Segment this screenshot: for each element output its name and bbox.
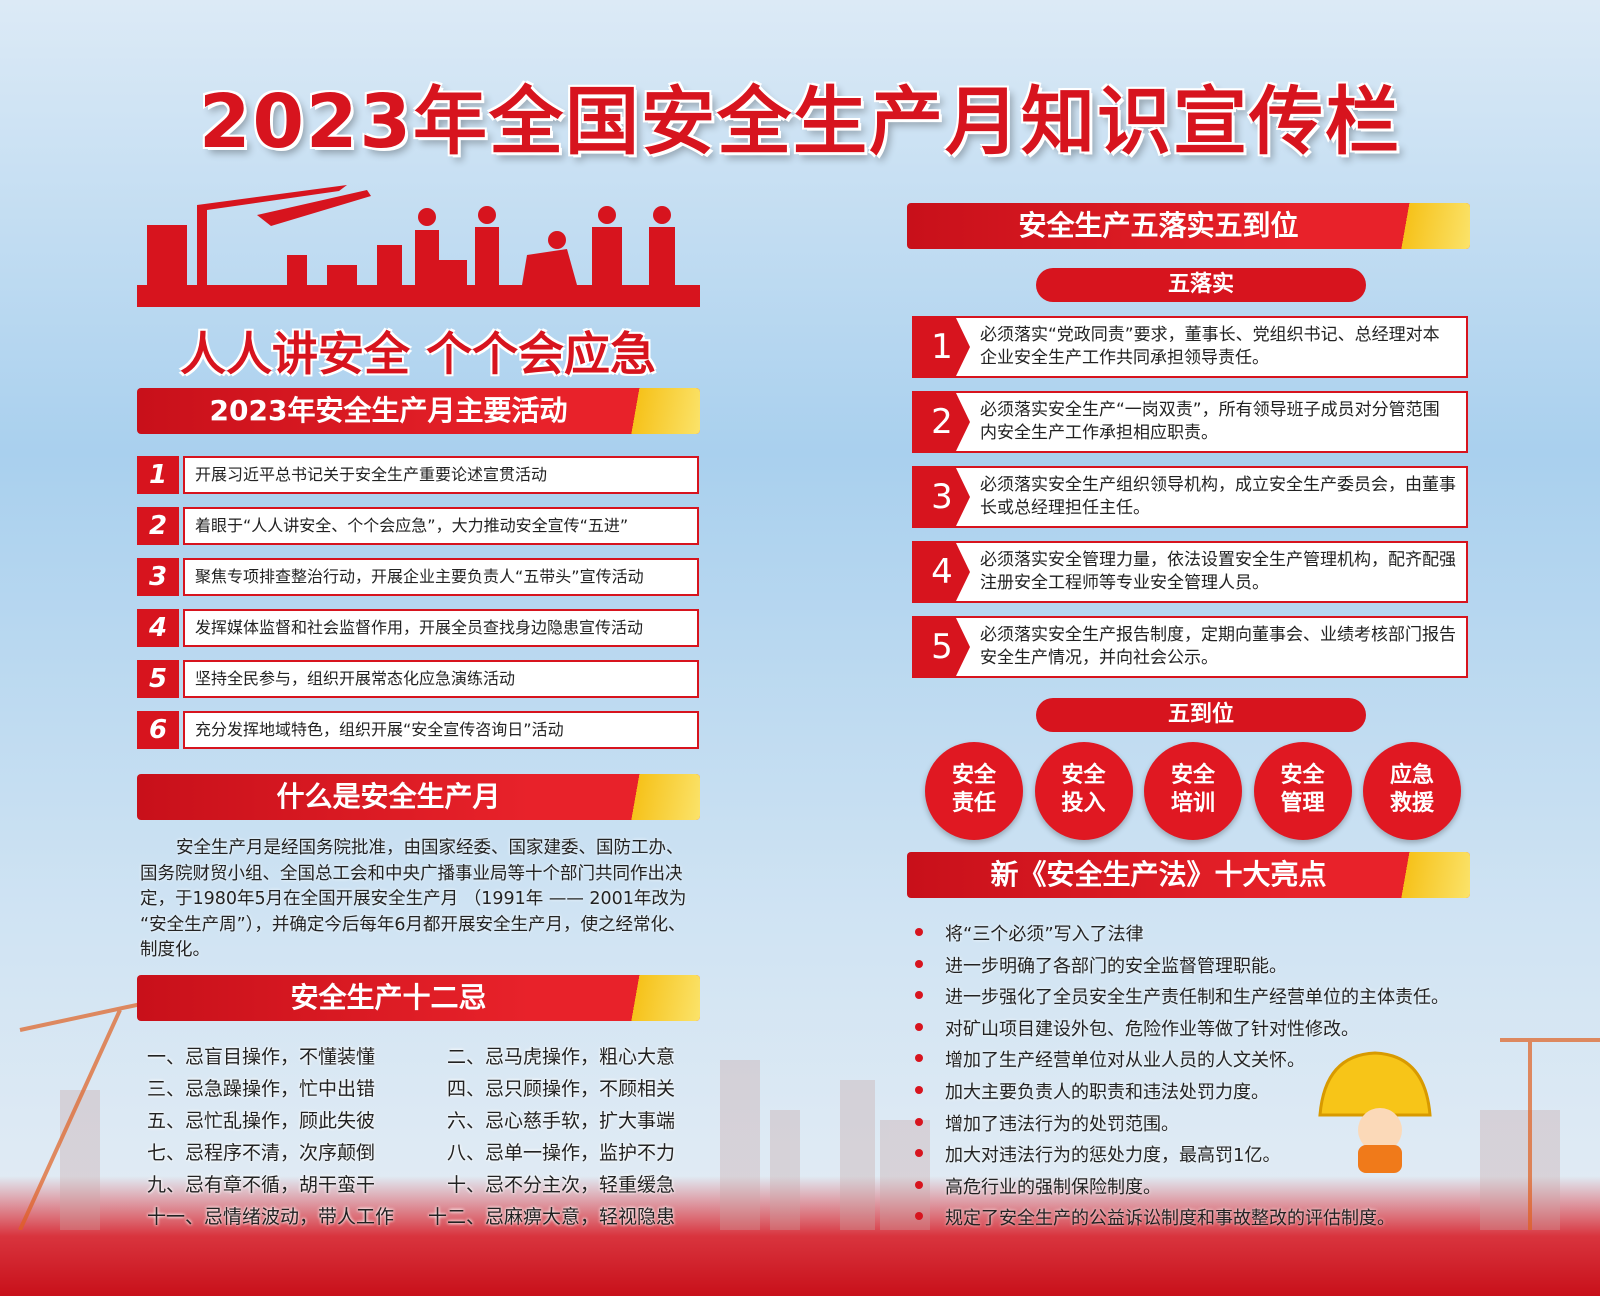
luoshi-number: 3 bbox=[914, 468, 970, 526]
activity-text: 开展习近平总书记关于安全生产重要论述宣贯活动 bbox=[183, 456, 699, 494]
daowei-line: 安全 bbox=[1061, 763, 1106, 788]
activity-number: 3 bbox=[137, 558, 179, 596]
law-highlight-text: 增加了生产经营单位对从业人员的人文关怀。 bbox=[945, 1050, 1305, 1072]
daowei-line: 安全 bbox=[951, 763, 996, 788]
luoshi-item: 2 必须落实安全生产“一岗双责”，所有领导班子成员对分管范围内安全生产工作承担相应… bbox=[912, 391, 1468, 453]
law-highlight-item: 加大对违法行为的惩处力度，最高罚1亿。 bbox=[915, 1141, 1280, 1167]
activity-text: 坚持全民参与，组织开展常态化应急演练活动 bbox=[183, 660, 699, 698]
daowei-line: 安全 bbox=[1170, 763, 1215, 788]
taboo-item: 一、忌盲目操作，不懂装懂 bbox=[147, 1046, 376, 1068]
law-highlight-item: 规定了安全生产的公益诉讼制度和事故整改的评估制度。 bbox=[915, 1204, 1395, 1230]
activity-text: 充分发挥地域特色，组织开展“安全宣传咨询日”活动 bbox=[183, 711, 699, 749]
activity-text: 着眼于“人人讲安全、个个会应急”，大力推动安全宣传“五进” bbox=[183, 507, 699, 545]
taboo-item: 八、忌单一操作，监护不力 bbox=[447, 1142, 676, 1164]
luoshi-item: 1 必须落实“党政同责”要求，董事长、党组织书记、总经理对本企业安全生产工作共同承… bbox=[912, 316, 1468, 378]
law-highlight-text: 增加了违法行为的处罚范围。 bbox=[945, 1113, 1179, 1135]
luoshi-text: 必须落实安全生产组织领导机构，成立安全生产委员会，由董事长或总经理担任主任。 bbox=[980, 475, 1456, 518]
daowei-circle: 安全 培训 bbox=[1144, 742, 1242, 840]
luoshi-item: 5 必须落实安全生产报告制度，定期向董事会、业绩考核部门报告安全生产情况，并向社会… bbox=[912, 616, 1468, 678]
what-paragraph: 安全生产月是经国务院批准，由国家经委、国家建委、国防工办、国务院财贸小组、全国总… bbox=[140, 838, 687, 960]
taboo-item: 二、忌马虎操作，粗心大意 bbox=[447, 1046, 676, 1068]
luoshi-number: 4 bbox=[914, 543, 970, 601]
law-highlight-item: 增加了生产经营单位对从业人员的人文关怀。 bbox=[915, 1046, 1305, 1072]
taboo-item: 五、忌忙乱操作，顾此失彼 bbox=[147, 1110, 376, 1132]
law-header: 新《安全生产法》十大亮点 bbox=[907, 852, 1470, 898]
activity-number: 2 bbox=[137, 507, 179, 545]
taboos-header: 安全生产十二忌 bbox=[137, 975, 700, 1021]
luoshi-number: 2 bbox=[914, 393, 970, 451]
poster-title: 2023年全国安全生产月知识宣传栏 bbox=[199, 79, 1401, 165]
daowei-line: 培训 bbox=[1170, 791, 1215, 816]
daowei-line: 救援 bbox=[1389, 791, 1434, 816]
luoshi-label: 五落实 bbox=[1036, 268, 1366, 302]
daowei-line: 应急 bbox=[1389, 763, 1434, 788]
law-highlight-text: 进一步明确了各部门的安全监督管理职能。 bbox=[945, 955, 1287, 977]
taboo-item: 十二、忌麻痹大意，轻视隐患 bbox=[428, 1206, 676, 1228]
taboo-item: 三、忌急躁操作，忙中出错 bbox=[147, 1078, 376, 1100]
daowei-line: 责任 bbox=[951, 791, 996, 816]
taboo-item: 六、忌心慈手软，扩大事端 bbox=[447, 1110, 676, 1132]
red-ground-decoration bbox=[0, 1176, 1600, 1296]
daowei-line: 管理 bbox=[1280, 791, 1325, 816]
luoshi-item: 4 必须落实安全管理力量，依法设置安全生产管理机构，配齐配强注册安全工程师等专业安… bbox=[912, 541, 1468, 603]
five-header: 安全生产五落实五到位 bbox=[907, 203, 1470, 249]
luoshi-text: 必须落实安全管理力量，依法设置安全生产管理机构，配齐配强注册安全工程师等专业安全… bbox=[980, 550, 1456, 593]
construction-workers-silhouette bbox=[137, 185, 700, 307]
law-highlight-item: 进一步强化了全员安全生产责任制和生产经营单位的主体责任。 bbox=[915, 983, 1449, 1009]
daowei-label: 五到位 bbox=[1036, 698, 1366, 732]
city-skyline-silhouette bbox=[18, 1000, 1600, 1230]
activity-number: 1 bbox=[137, 456, 179, 494]
activity-item: 2 着眼于“人人讲安全、个个会应急”，大力推动安全宣传“五进” bbox=[137, 507, 699, 545]
activity-number: 6 bbox=[137, 711, 179, 749]
activity-text: 聚焦专项排查整治行动，开展企业主要负责人“五带头”宣传活动 bbox=[183, 558, 699, 596]
taboo-item: 十一、忌情绪波动，带人工作 bbox=[147, 1206, 395, 1228]
activity-item: 5 坚持全民参与，组织开展常态化应急演练活动 bbox=[137, 660, 699, 698]
slogan: 人人讲安全 个个会应急 bbox=[179, 327, 656, 381]
daowei-line: 投入 bbox=[1061, 791, 1106, 816]
luoshi-number: 5 bbox=[914, 618, 970, 676]
daowei-line: 安全 bbox=[1280, 763, 1325, 788]
law-highlight-item: 对矿山项目建设外包、危险作业等做了针对性修改。 bbox=[915, 1015, 1359, 1041]
luoshi-text: 必须落实“党政同责”要求，董事长、党组织书记、总经理对本企业安全生产工作共同承担… bbox=[980, 325, 1440, 368]
daowei-circle: 安全 管理 bbox=[1253, 742, 1352, 840]
taboo-item: 十、忌不分主次，轻重缓急 bbox=[447, 1174, 676, 1196]
what-header: 什么是安全生产月 bbox=[137, 774, 700, 820]
law-highlight-text: 高危行业的强制保险制度。 bbox=[945, 1176, 1161, 1198]
law-highlight-text: 将“三个必须”写入了法律 bbox=[945, 924, 1144, 945]
daowei-circle: 安全 投入 bbox=[1034, 742, 1133, 840]
activity-item: 1 开展习近平总书记关于安全生产重要论述宣贯活动 bbox=[137, 456, 699, 494]
law-highlight-item: 高危行业的强制保险制度。 bbox=[915, 1173, 1161, 1199]
law-highlight-item: 增加了违法行为的处罚范围。 bbox=[915, 1110, 1179, 1136]
law-highlight-text: 加大对违法行为的惩处力度，最高罚1亿。 bbox=[945, 1145, 1281, 1167]
activity-number: 4 bbox=[137, 609, 179, 647]
law-highlight-item: 进一步明确了各部门的安全监督管理职能。 bbox=[915, 952, 1287, 978]
law-highlight-item: 将“三个必须”写入了法律 bbox=[915, 920, 1144, 946]
activity-item: 3 聚焦专项排查整治行动，开展企业主要负责人“五带头”宣传活动 bbox=[137, 558, 699, 596]
taboo-item: 七、忌程序不清，次序颠倒 bbox=[147, 1142, 376, 1164]
taboo-item: 四、忌只顾操作，不顾相关 bbox=[447, 1078, 676, 1100]
activities-header: 2023年安全生产月主要活动 bbox=[137, 388, 700, 434]
law-highlight-text: 加大主要负责人的职责和违法处罚力度。 bbox=[945, 1082, 1269, 1103]
luoshi-text: 必须落实安全生产报告制度，定期向董事会、业绩考核部门报告安全生产情况，并向社会公… bbox=[980, 625, 1456, 668]
activity-number: 5 bbox=[137, 660, 179, 698]
luoshi-text: 必须落实安全生产“一岗双责”，所有领导班子成员对分管范围内安全生产工作承担相应职… bbox=[980, 400, 1440, 443]
luoshi-item: 3 必须落实安全生产组织领导机构，成立安全生产委员会，由董事长或总经理担任主任。 bbox=[912, 466, 1468, 528]
law-highlight-item: 加大主要负责人的职责和违法处罚力度。 bbox=[915, 1078, 1269, 1104]
activity-text: 发挥媒体监督和社会监督作用，开展全员查找身边隐患宣传活动 bbox=[183, 609, 699, 647]
law-highlight-text: 对矿山项目建设外包、危险作业等做了针对性修改。 bbox=[945, 1018, 1359, 1040]
activity-item: 6 充分发挥地域特色，组织开展“安全宣传咨询日”活动 bbox=[137, 711, 699, 749]
taboo-item: 九、忌有章不循，胡干蛮干 bbox=[147, 1174, 376, 1196]
helmet-cartoon-icon bbox=[1318, 1051, 1432, 1173]
daowei-circle: 安全 责任 bbox=[925, 742, 1023, 840]
activity-item: 4 发挥媒体监督和社会监督作用，开展全员查找身边隐患宣传活动 bbox=[137, 609, 699, 647]
law-highlight-text: 规定了安全生产的公益诉讼制度和事故整改的评估制度。 bbox=[945, 1208, 1395, 1230]
daowei-circle: 应急 救援 bbox=[1363, 742, 1461, 840]
law-highlight-text: 进一步强化了全员安全生产责任制和生产经营单位的主体责任。 bbox=[945, 987, 1449, 1009]
luoshi-number: 1 bbox=[914, 318, 970, 376]
